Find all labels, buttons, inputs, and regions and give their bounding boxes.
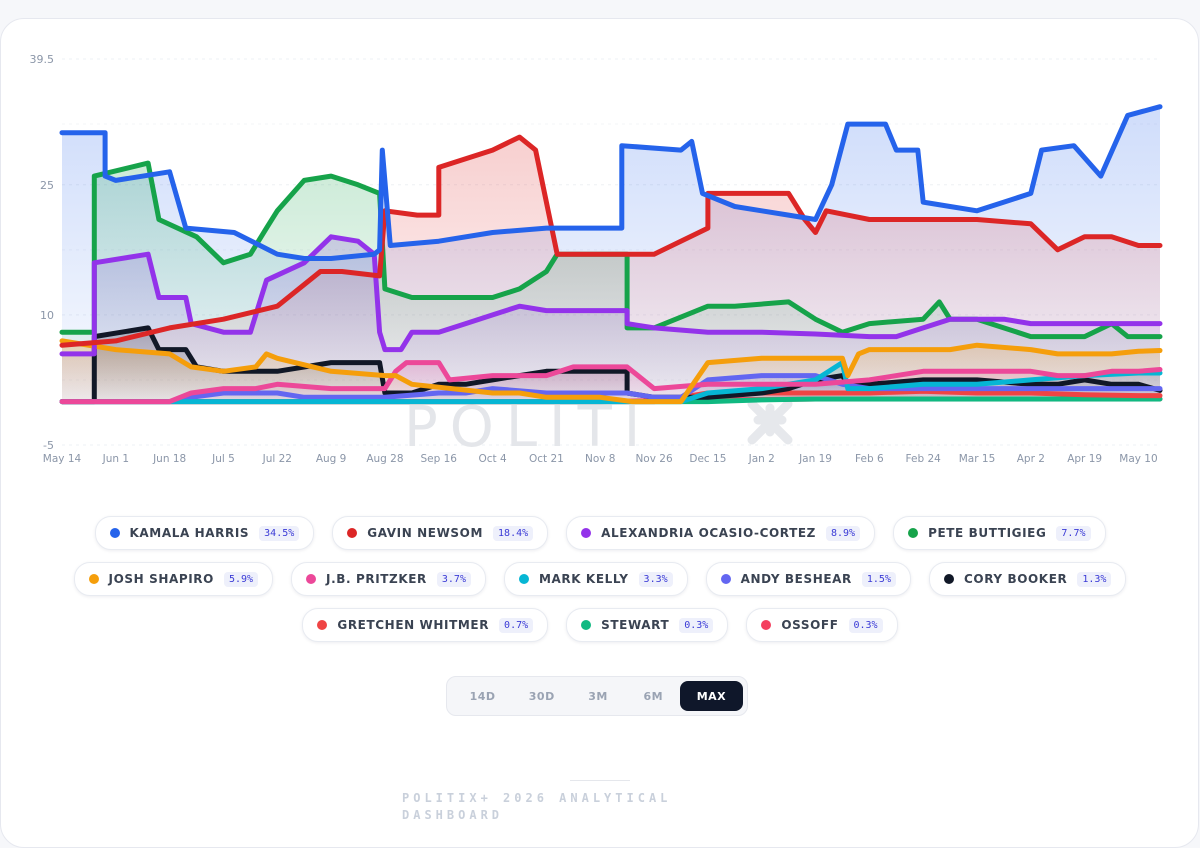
- legend-item[interactable]: ALEXANDRIA OCASIO-CORTEZ 8.9%: [566, 516, 876, 550]
- legend-item[interactable]: GAVIN NEWSOM 18.4%: [332, 516, 549, 550]
- legend-percent-badge: 34.5%: [259, 525, 300, 541]
- x-tick-label: Oct 4: [478, 453, 506, 465]
- x-tick-label: Jan 2: [748, 453, 775, 465]
- legend-name: GRETCHEN WHITMER: [337, 618, 490, 632]
- legend-color-dot: [88, 574, 99, 584]
- x-tick-label: Jul 22: [262, 453, 292, 465]
- series-line[interactable]: [59, 338, 1163, 405]
- y-tick-label: 25: [40, 179, 54, 192]
- legend-percent-badge: 18.4%: [493, 525, 534, 541]
- legend-name: KAMALA HARRIS: [129, 526, 250, 540]
- series-line[interactable]: [59, 373, 1163, 405]
- legend-percent-badge: 1.5%: [861, 571, 896, 587]
- footer-text: POLITIX+ 2026 ANALYTICAL DASHBOARD: [402, 791, 672, 822]
- legend-percent-badge: 7.7%: [1056, 525, 1091, 541]
- legend-name: OSSOFF: [781, 618, 839, 632]
- legend-percent-badge: 1.3%: [1077, 571, 1112, 587]
- x-tick-label: Aug 28: [366, 453, 403, 465]
- range-option-14d[interactable]: 14D: [469, 689, 496, 703]
- series-line[interactable]: [59, 234, 1163, 357]
- legend-row: JOSH SHAPIRO 5.9% J.B. PRITZKER 3.7% MARK KE…: [0, 562, 1200, 596]
- y-tick-label: 39.5: [30, 53, 55, 66]
- x-tick-label: Aug 9: [316, 453, 347, 465]
- range-option-3m[interactable]: 3M: [588, 689, 608, 703]
- series-line[interactable]: [59, 360, 1163, 405]
- legend-name: JOSH SHAPIRO: [108, 572, 214, 586]
- x-tick-label: Jan 19: [798, 453, 832, 465]
- x-tick-label: Dec 15: [689, 453, 726, 465]
- y-tick-label: 10: [40, 309, 54, 322]
- x-tick-label: Feb 24: [906, 453, 942, 465]
- x-tick-label: Jun 1: [102, 453, 129, 465]
- range-option-6m[interactable]: 6M: [643, 689, 664, 703]
- legend-color-dot: [908, 528, 919, 538]
- series-line[interactable]: [59, 104, 1163, 261]
- legend-name: PETE BUTTIGIEG: [928, 526, 1047, 540]
- x-tick-label: Oct 21: [529, 453, 564, 465]
- legend-row: GRETCHEN WHITMER 0.7% STEWART 0.3% OSSOFF 0.3…: [0, 608, 1200, 642]
- legend-name: STEWART: [601, 618, 670, 632]
- x-tick-label: Nov 8: [585, 453, 616, 465]
- legend-item[interactable]: GRETCHEN WHITMER 0.7%: [302, 608, 549, 642]
- x-tick-label: May 10: [1119, 453, 1157, 465]
- footer-divider: [570, 780, 630, 781]
- legend-percent-badge: 0.7%: [499, 617, 534, 633]
- legend-item[interactable]: ANDY BESHEAR 1.5%: [705, 562, 911, 596]
- legend-item[interactable]: J.B. PRITZKER 3.7%: [291, 562, 486, 596]
- legend-name: ANDY BESHEAR: [740, 572, 852, 586]
- legend-percent-badge: 3.3%: [638, 571, 673, 587]
- legend-percent-badge: 3.7%: [436, 571, 471, 587]
- legend-item[interactable]: KAMALA HARRIS 34.5%: [94, 516, 315, 550]
- x-tick-label: Jul 5: [211, 453, 235, 465]
- range-option-max[interactable]: MAX: [679, 681, 744, 711]
- legend-color-dot: [720, 574, 731, 584]
- x-tick-label: Apr 2: [1017, 453, 1045, 465]
- legend-item[interactable]: PETE BUTTIGIEG 7.7%: [893, 516, 1106, 550]
- legend-name: GAVIN NEWSOM: [367, 526, 484, 540]
- range-option-30d[interactable]: 30D: [528, 689, 555, 703]
- watermark-logo-icon: [747, 399, 793, 445]
- legend-item[interactable]: CORY BOOKER 1.3%: [928, 562, 1127, 596]
- legend-color-dot: [306, 574, 317, 584]
- x-tick-label: Sep 16: [421, 453, 458, 465]
- legend-color-dot: [581, 620, 592, 630]
- legend-color-dot: [518, 574, 529, 584]
- legend-color-dot: [317, 620, 328, 630]
- y-tick-label: -5: [43, 439, 54, 452]
- time-range-selector: 14D 30D 3M 6M MAX: [446, 676, 748, 716]
- x-tick-label: May 14: [43, 453, 82, 465]
- legend-item[interactable]: OSSOFF 0.3%: [746, 608, 898, 642]
- legend-item[interactable]: JOSH SHAPIRO 5.9%: [73, 562, 274, 596]
- x-tick-label: Mar 15: [959, 453, 996, 465]
- legend-color-dot: [761, 620, 772, 630]
- legend-name: CORY BOOKER: [963, 572, 1068, 586]
- legend-name: J.B. PRITZKER: [326, 572, 427, 586]
- series-line[interactable]: [59, 160, 1163, 340]
- legend-color-dot: [109, 528, 120, 538]
- legend-row: KAMALA HARRIS 34.5% GAVIN NEWSOM 18.4% ALEXA…: [0, 516, 1200, 550]
- x-tick-label: Feb 6: [855, 453, 884, 465]
- legend-item[interactable]: STEWART 0.3%: [566, 608, 729, 642]
- series-line[interactable]: [59, 134, 1163, 348]
- legend-percent-badge: 5.9%: [223, 571, 259, 587]
- legend-color-dot: [581, 528, 592, 538]
- legend-percent-badge: 8.9%: [825, 525, 861, 541]
- legend-percent-badge: 0.3%: [679, 617, 714, 633]
- series-area: [62, 163, 1160, 402]
- x-tick-label: Apr 19: [1067, 453, 1102, 465]
- legend-name: MARK KELLY: [538, 572, 629, 586]
- watermark: POLITI: [404, 395, 652, 460]
- legend-item[interactable]: MARK KELLY 3.3%: [503, 562, 688, 596]
- legend-name: ALEXANDRIA OCASIO-CORTEZ: [601, 526, 816, 540]
- legend-percent-badge: 0.3%: [848, 617, 883, 633]
- legend-color-dot: [943, 574, 954, 584]
- legend-color-dot: [347, 528, 358, 538]
- line-chart: POLITI 39.5 25 10 -5 May 14 Jun 1 Jun 18 Jul 5…: [30, 53, 1163, 465]
- x-tick-label: Jun 18: [152, 453, 186, 465]
- x-tick-label: Nov 26: [635, 453, 673, 465]
